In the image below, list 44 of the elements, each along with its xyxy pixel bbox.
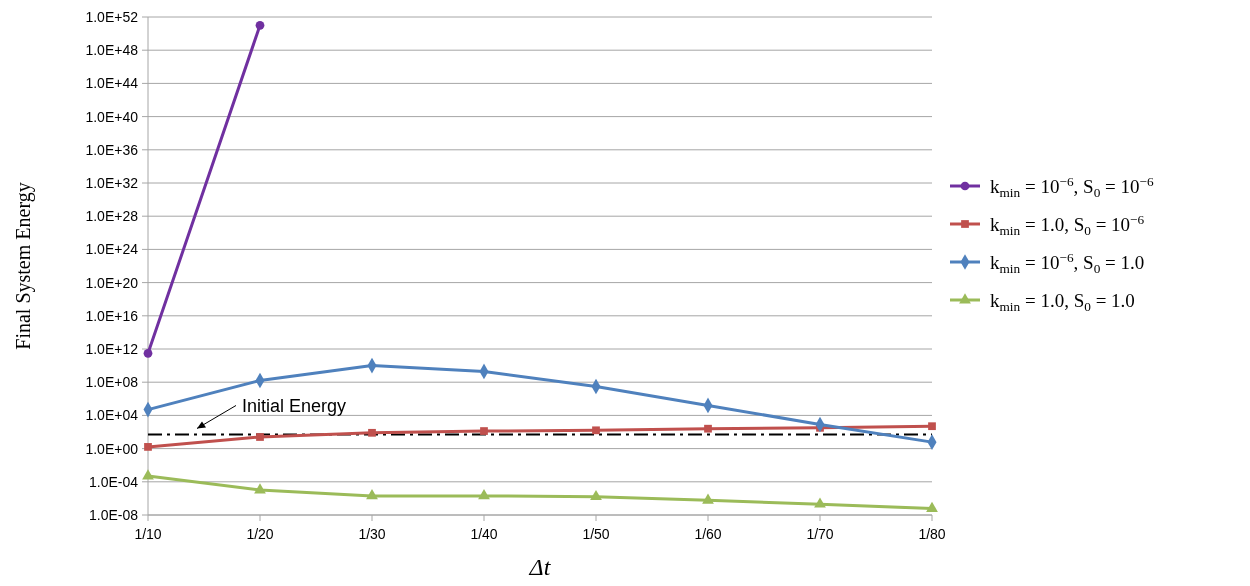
x-tick-label: 1/60 [694, 526, 722, 542]
y-tick-label: 1.0E+20 [85, 274, 139, 291]
point [480, 427, 488, 435]
y-tick-label: 1.0E+24 [85, 241, 139, 258]
point [814, 497, 826, 508]
point [702, 493, 714, 504]
legend-label: k$_{min}$ = 10$^{−6}$, S$_{0}$ = 10$^{−6}$ [990, 174, 1155, 200]
point [366, 489, 378, 500]
y-tick-label: 1.0E+52 [85, 8, 139, 25]
y-tick-label: 1.0E+32 [85, 174, 139, 191]
point [592, 426, 600, 435]
point [478, 489, 490, 500]
y-tick-label: 1.0E+04 [85, 407, 139, 424]
y-tick-label: 1.0E-04 [88, 473, 139, 490]
point [926, 501, 938, 512]
x-tick-label: 1/80 [918, 526, 946, 542]
y-tick-label: 1.0E+08 [85, 374, 139, 391]
y-tick-label: 1.0E+16 [85, 307, 139, 324]
y-tick-label: 1.0E+44 [85, 75, 139, 92]
y-tick-label: 1.0E+28 [85, 208, 139, 225]
y-axis-title: Final System Energy [12, 182, 35, 350]
y-tick-label: 1.0E+12 [85, 340, 139, 357]
x-tick-label: 1/10 [134, 526, 162, 542]
point [590, 489, 602, 501]
legend-label: k$_{min}$ = 10$^{−6}$, S$_{0}$ = 1.0 [990, 250, 1145, 276]
legend-label: Initial Energy [242, 396, 347, 417]
x-tick-label: 1/50 [582, 526, 610, 542]
x-tick-label: 1/30 [358, 526, 386, 542]
y-tick-label: 1.0E+00 [85, 440, 139, 457]
y-tick-label: 1.0E+40 [85, 108, 139, 125]
point [256, 433, 264, 441]
y-tick-label: 1.0E-08 [88, 506, 139, 523]
point [368, 428, 376, 437]
point [704, 424, 712, 433]
point [254, 483, 266, 494]
x-axis-title: Δt [528, 554, 552, 580]
legend-label: k$_{min}$ = 1.0, S$_{0}$ = 10$^{−6}$ [990, 212, 1145, 238]
point [928, 422, 936, 431]
y-tick-label: 1.0E+48 [85, 42, 139, 59]
legend-label: k$_{min}$ = 1.0, S$_{0}$ = 1.0 [990, 289, 1135, 314]
y-tick-label: 1.0E+36 [85, 141, 139, 158]
x-tick-label: 1/20 [246, 526, 274, 542]
x-tick-label: 1/70 [806, 526, 834, 542]
x-tick-label: 1/40 [470, 526, 498, 542]
